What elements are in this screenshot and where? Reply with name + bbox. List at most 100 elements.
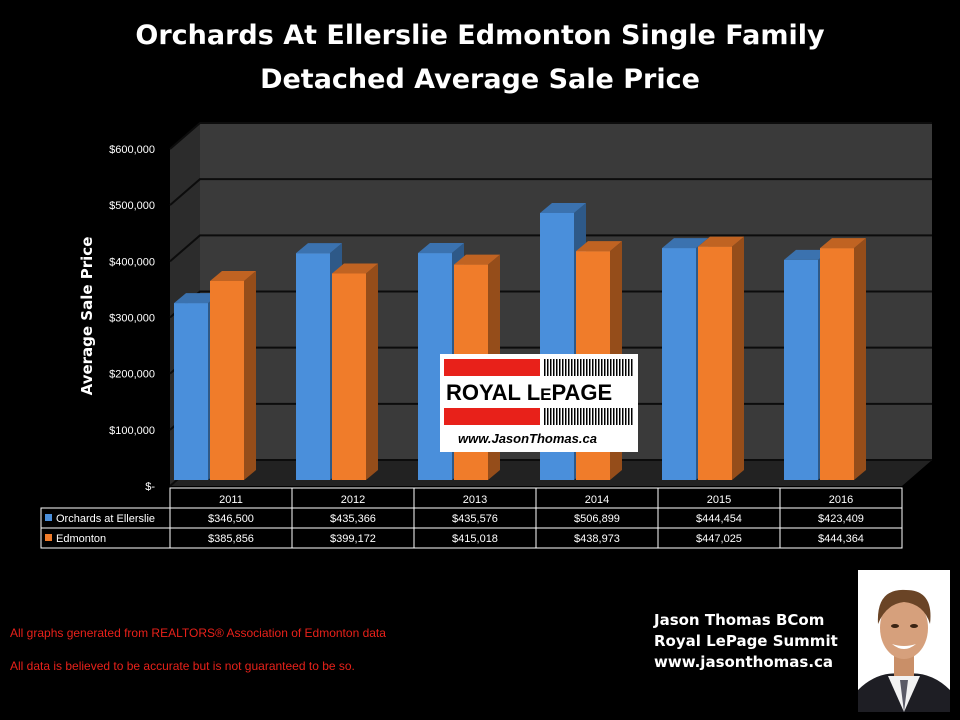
stripe	[544, 359, 546, 376]
stripe	[625, 359, 627, 376]
logo-website: www.JasonThomas.ca	[458, 431, 597, 446]
data-label: $423,409	[818, 513, 864, 525]
stripe	[607, 408, 609, 425]
stripe	[556, 408, 558, 425]
bar-side	[854, 238, 866, 480]
data-label: $435,366	[330, 513, 376, 525]
x-tick-label: 2014	[585, 494, 609, 506]
stripe	[571, 359, 573, 376]
footer-note-disclaimer: All data is believed to be accurate but …	[10, 659, 355, 673]
logo-brand-small: E	[540, 385, 551, 404]
bar-top	[576, 241, 622, 252]
bar-front	[210, 280, 244, 480]
stripe	[544, 408, 546, 425]
stripe	[586, 359, 588, 376]
agent-website: www.jasonthomas.ca	[654, 653, 834, 671]
stripe	[628, 408, 630, 425]
y-tick-label: $500,000	[109, 200, 155, 212]
stripe	[574, 408, 576, 425]
bar-top	[210, 270, 256, 281]
data-label: $435,576	[452, 513, 498, 525]
stripe	[625, 408, 627, 425]
agent-name: Jason Thomas BCom	[654, 611, 825, 629]
bar-top	[540, 202, 586, 213]
legend-entry: Edmonton	[56, 533, 106, 545]
barcode-stripes-bottom	[544, 408, 633, 425]
bar-top	[418, 243, 464, 254]
data-label: $506,899	[574, 513, 620, 525]
stripe	[601, 408, 603, 425]
bar-top	[332, 263, 378, 274]
stripe	[610, 359, 612, 376]
x-tick-label: 2013	[463, 494, 487, 506]
bar-top	[698, 236, 744, 247]
stripe	[607, 359, 609, 376]
x-tick-label: 2015	[707, 494, 731, 506]
stripe	[631, 408, 633, 425]
legend-entry: Orchards at Ellerslie	[56, 513, 155, 525]
stripe	[604, 408, 606, 425]
x-tick-label: 2016	[829, 494, 853, 506]
stripe	[631, 359, 633, 376]
barcode-stripes-top	[544, 359, 633, 376]
legend-swatch	[45, 514, 52, 521]
data-label: $447,025	[696, 533, 742, 545]
y-axis-ticks: $- $100,000 $200,000 $300,000 $400,000 $500,0…	[109, 144, 155, 493]
bar-front	[332, 273, 366, 480]
stripe	[562, 359, 564, 376]
stripe	[595, 359, 597, 376]
stripe	[568, 408, 570, 425]
stripe	[580, 408, 582, 425]
stripe	[592, 408, 594, 425]
y-tick-label: $-	[145, 481, 155, 493]
stripe	[595, 408, 597, 425]
stripe	[574, 359, 576, 376]
stripe	[559, 408, 561, 425]
agent-info: Jason Thomas BCom Royal LePage Summit ww…	[654, 610, 838, 673]
chart-title-line2: Detached Average Sale Price	[260, 64, 700, 95]
bar-top	[820, 238, 866, 249]
stripe	[619, 408, 621, 425]
agent-photo	[858, 570, 950, 712]
y-tick-label: $200,000	[109, 369, 155, 381]
stripe	[553, 359, 555, 376]
legend-swatch	[45, 534, 52, 541]
stripe	[628, 359, 630, 376]
royal-lepage-logo: ROYAL LEPAGE www.JasonThomas.ca	[440, 354, 638, 452]
logo-brand-part1: ROYAL L	[446, 380, 540, 405]
bar-front	[784, 259, 818, 480]
stripe	[562, 408, 564, 425]
logo-brand-part2: PAGE	[551, 380, 612, 405]
bar-front	[698, 246, 732, 480]
stripe	[589, 359, 591, 376]
bar-edmonton-2011	[210, 270, 256, 480]
gridline	[169, 178, 932, 206]
y-tick-label: $400,000	[109, 256, 155, 268]
stripe	[550, 408, 552, 425]
stripe	[610, 408, 612, 425]
bar-side	[366, 263, 378, 480]
y-tick-label: $600,000	[109, 144, 155, 156]
chart-title: Orchards At Ellerslie Edmonton Single Fa…	[0, 14, 960, 102]
data-table: 2011 2012 2013 2014 2015 2016 Orchards at Elle…	[40, 487, 903, 549]
stripe	[577, 359, 579, 376]
stripe	[547, 359, 549, 376]
footer-note-source: All graphs generated from REALTORS® Asso…	[10, 626, 386, 640]
gridline	[169, 234, 932, 263]
stripe	[619, 359, 621, 376]
x-tick-label: 2012	[341, 494, 365, 506]
chart-title-line1: Orchards At Ellerslie Edmonton Single Fa…	[135, 20, 825, 51]
stripe	[547, 408, 549, 425]
stripe	[565, 408, 567, 425]
stripe	[583, 408, 585, 425]
bar-side	[732, 236, 744, 480]
stripe	[568, 359, 570, 376]
stripe	[604, 359, 606, 376]
bar-top	[662, 238, 708, 249]
stripe	[553, 408, 555, 425]
stripe	[622, 408, 624, 425]
stripe	[592, 359, 594, 376]
stripe	[598, 408, 600, 425]
stripe	[586, 408, 588, 425]
bar-edmonton-2012	[332, 263, 378, 480]
